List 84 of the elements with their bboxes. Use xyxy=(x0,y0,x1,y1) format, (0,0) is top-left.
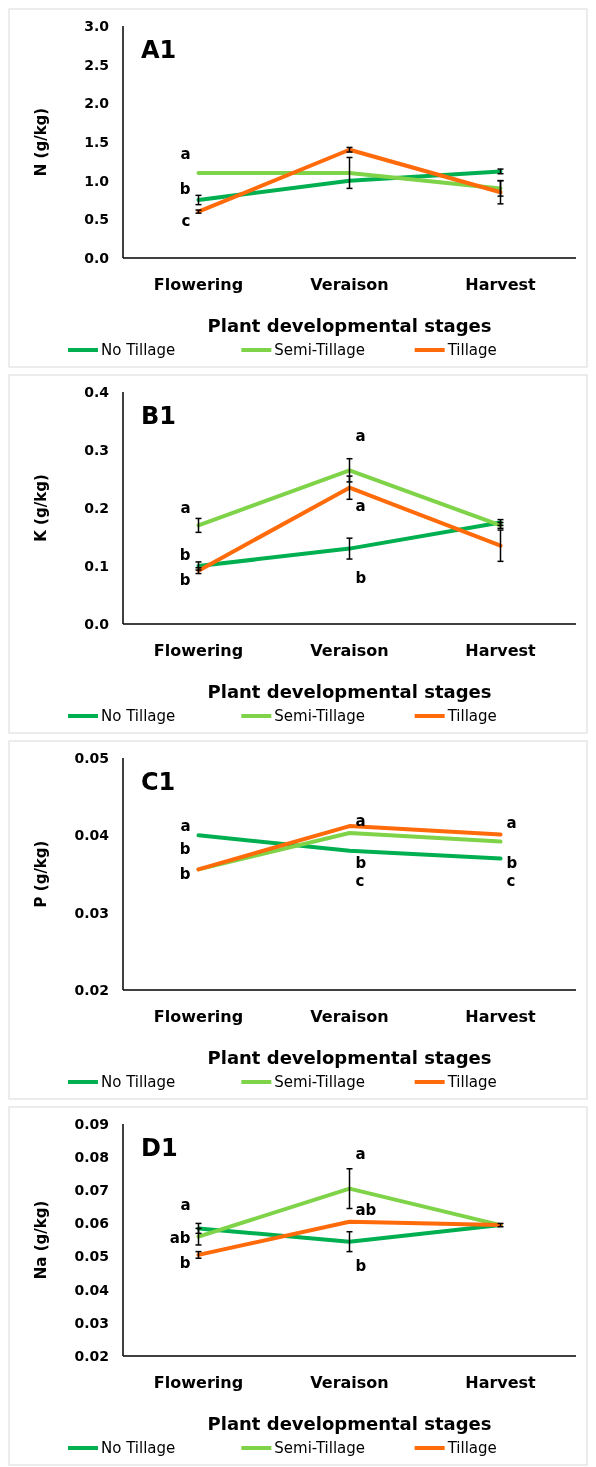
y-tick-label: 3.0 xyxy=(84,17,110,34)
legend-label: Tillage xyxy=(446,707,497,726)
x-tick-label: Harvest xyxy=(465,1007,537,1026)
annotation: a xyxy=(355,1145,366,1164)
annotation: c xyxy=(506,872,516,891)
y-tick-label: 1.5 xyxy=(84,133,109,150)
annotation: b xyxy=(179,179,191,198)
annotation: b xyxy=(355,853,367,872)
y-tick-label: 0.04 xyxy=(74,1281,110,1298)
x-tick-label: Flowering xyxy=(153,1373,244,1392)
annotation: a xyxy=(180,499,191,518)
x-axis-title: Plant developmental stages xyxy=(207,1047,492,1068)
legend-label: No Tillage xyxy=(101,1073,176,1092)
y-tick-label: 0.08 xyxy=(74,1149,109,1166)
legend-label: No Tillage xyxy=(101,341,176,360)
annotation: a xyxy=(355,496,366,515)
y-axis-title: N (g/kg) xyxy=(32,107,50,177)
x-tick-label: Veraison xyxy=(310,641,389,660)
legend-label: Tillage xyxy=(446,341,497,360)
y-tick-label: 0.02 xyxy=(74,981,109,998)
annotation: b xyxy=(179,865,191,884)
y-axis-title: P (g/kg) xyxy=(32,840,50,908)
annotation: b xyxy=(179,545,191,564)
annotation: b xyxy=(355,568,367,587)
x-tick-label: Harvest xyxy=(465,641,537,660)
annotation: b xyxy=(179,571,191,590)
y-tick-label: 2.0 xyxy=(84,95,110,112)
x-tick-label: Flowering xyxy=(153,1007,244,1026)
x-tick-label: Veraison xyxy=(310,1373,389,1392)
legend-label: Semi-Tillage xyxy=(274,1073,366,1092)
y-tick-label: 0.06 xyxy=(74,1215,109,1232)
x-tick-label: Flowering xyxy=(153,275,244,294)
legend-label: No Tillage xyxy=(101,1439,176,1458)
y-axis-title: K (g/kg) xyxy=(32,474,50,542)
y-tick-label: 0.1 xyxy=(84,557,109,574)
x-tick-label: Flowering xyxy=(153,641,244,660)
chart-title: C1 xyxy=(141,768,176,796)
legend-label: Tillage xyxy=(446,1073,497,1092)
annotation: b xyxy=(179,1254,191,1273)
y-axis-title: Na (g/kg) xyxy=(32,1200,50,1280)
annotation: ab xyxy=(355,1201,377,1220)
x-axis-title: Plant developmental stages xyxy=(207,315,492,336)
legend-label: Semi-Tillage xyxy=(274,341,366,360)
annotation: ab xyxy=(169,1228,191,1247)
x-tick-label: Harvest xyxy=(465,275,537,294)
annotation: a xyxy=(180,816,191,835)
y-tick-label: 0.09 xyxy=(74,1115,109,1132)
y-tick-label: 0.03 xyxy=(74,1314,109,1331)
chart-title: D1 xyxy=(141,1134,178,1162)
annotation: a xyxy=(180,1196,191,1215)
y-tick-label: 0.2 xyxy=(84,499,109,516)
y-tick-label: 0.05 xyxy=(74,1248,109,1265)
annotation: b xyxy=(355,1256,367,1275)
annotation: c xyxy=(355,872,365,891)
x-tick-label: Harvest xyxy=(465,1373,537,1392)
annotation: a xyxy=(355,811,366,830)
y-tick-label: 0.03 xyxy=(74,904,109,921)
legend-label: Tillage xyxy=(446,1439,497,1458)
y-tick-label: 0.04 xyxy=(74,827,110,844)
legend-label: No Tillage xyxy=(101,707,176,726)
x-axis-title: Plant developmental stages xyxy=(207,1413,492,1434)
y-tick-label: 2.5 xyxy=(84,56,109,73)
annotation: b xyxy=(179,839,191,858)
chart-title: A1 xyxy=(141,36,177,64)
chart-title: B1 xyxy=(141,402,176,430)
x-axis-title: Plant developmental stages xyxy=(207,681,492,702)
y-tick-label: 1.0 xyxy=(84,172,110,189)
y-tick-label: 0.05 xyxy=(74,749,109,766)
x-tick-label: Veraison xyxy=(310,1007,389,1026)
annotation: b xyxy=(506,853,518,872)
y-tick-label: 0.0 xyxy=(84,615,110,632)
annotation: a xyxy=(506,814,517,833)
legend-label: Semi-Tillage xyxy=(274,1439,366,1458)
annotation: c xyxy=(181,212,191,231)
y-tick-label: 0.5 xyxy=(84,211,109,228)
legend-label: Semi-Tillage xyxy=(274,707,366,726)
y-tick-label: 0.02 xyxy=(74,1347,109,1364)
y-tick-label: 0.0 xyxy=(84,249,110,266)
annotation: a xyxy=(180,144,191,163)
y-tick-label: 0.4 xyxy=(84,383,110,400)
y-tick-label: 0.3 xyxy=(84,441,109,458)
y-tick-label: 0.07 xyxy=(74,1182,109,1199)
x-tick-label: Veraison xyxy=(310,275,389,294)
annotation: a xyxy=(355,427,366,446)
